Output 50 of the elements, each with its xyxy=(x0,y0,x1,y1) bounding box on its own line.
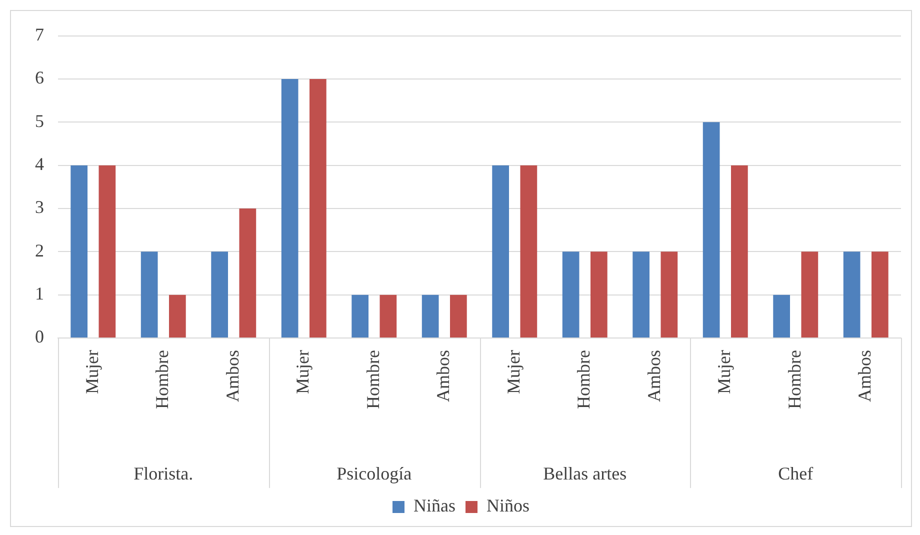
x-tick-label: Mujer xyxy=(714,350,734,394)
bar xyxy=(632,252,650,338)
x-tick-label: Ambos xyxy=(854,350,875,402)
x-tick-label: Ambos xyxy=(433,350,454,402)
bar xyxy=(773,294,790,338)
bar xyxy=(590,252,608,338)
bar xyxy=(239,208,256,338)
bar xyxy=(352,294,369,338)
bar xyxy=(140,252,158,338)
x-tick-label: Ambos xyxy=(644,350,664,402)
bar xyxy=(70,165,88,338)
bar xyxy=(168,294,186,338)
bar xyxy=(660,252,678,338)
x-tick-label: Mujer xyxy=(503,350,524,394)
bar xyxy=(281,78,298,338)
bar xyxy=(450,294,467,338)
x-tick-label: Hombre xyxy=(784,350,804,409)
bar xyxy=(562,252,580,338)
bar xyxy=(843,252,860,338)
text: Psicología xyxy=(336,464,412,484)
y-tick-label: 7 xyxy=(35,24,44,45)
x-tick-label: Ambos xyxy=(222,350,242,402)
y-tick-label: 0 xyxy=(35,326,44,347)
x-tick-label: Mujer xyxy=(292,350,313,394)
bar xyxy=(520,165,538,338)
y-tick-label: 2 xyxy=(35,240,44,260)
bar xyxy=(492,165,510,338)
bar xyxy=(702,122,720,338)
x-tick-label: Hombre xyxy=(574,350,594,409)
y-tick-label: 5 xyxy=(35,110,44,131)
x-tick-label: Hombre xyxy=(362,350,383,409)
text: Bellas artes xyxy=(543,464,627,484)
legend-label: Niñas xyxy=(414,496,456,516)
y-tick-label: 4 xyxy=(35,154,44,174)
bar xyxy=(730,165,748,338)
text: Chef xyxy=(778,464,814,484)
y-tick-label: 6 xyxy=(35,68,44,88)
bar xyxy=(801,252,818,338)
legend-label: Niños xyxy=(486,496,530,516)
x-tick-label: Hombre xyxy=(152,350,172,409)
x-tick-label: Mujer xyxy=(82,350,102,394)
bar xyxy=(309,78,326,338)
bar xyxy=(211,252,228,338)
text: Florista. xyxy=(134,464,194,484)
y-tick-label: 1 xyxy=(35,284,44,304)
bar xyxy=(380,294,397,338)
bar xyxy=(98,165,116,338)
bar xyxy=(871,252,888,338)
y-tick-label: 3 xyxy=(35,197,44,218)
bar xyxy=(422,294,439,338)
